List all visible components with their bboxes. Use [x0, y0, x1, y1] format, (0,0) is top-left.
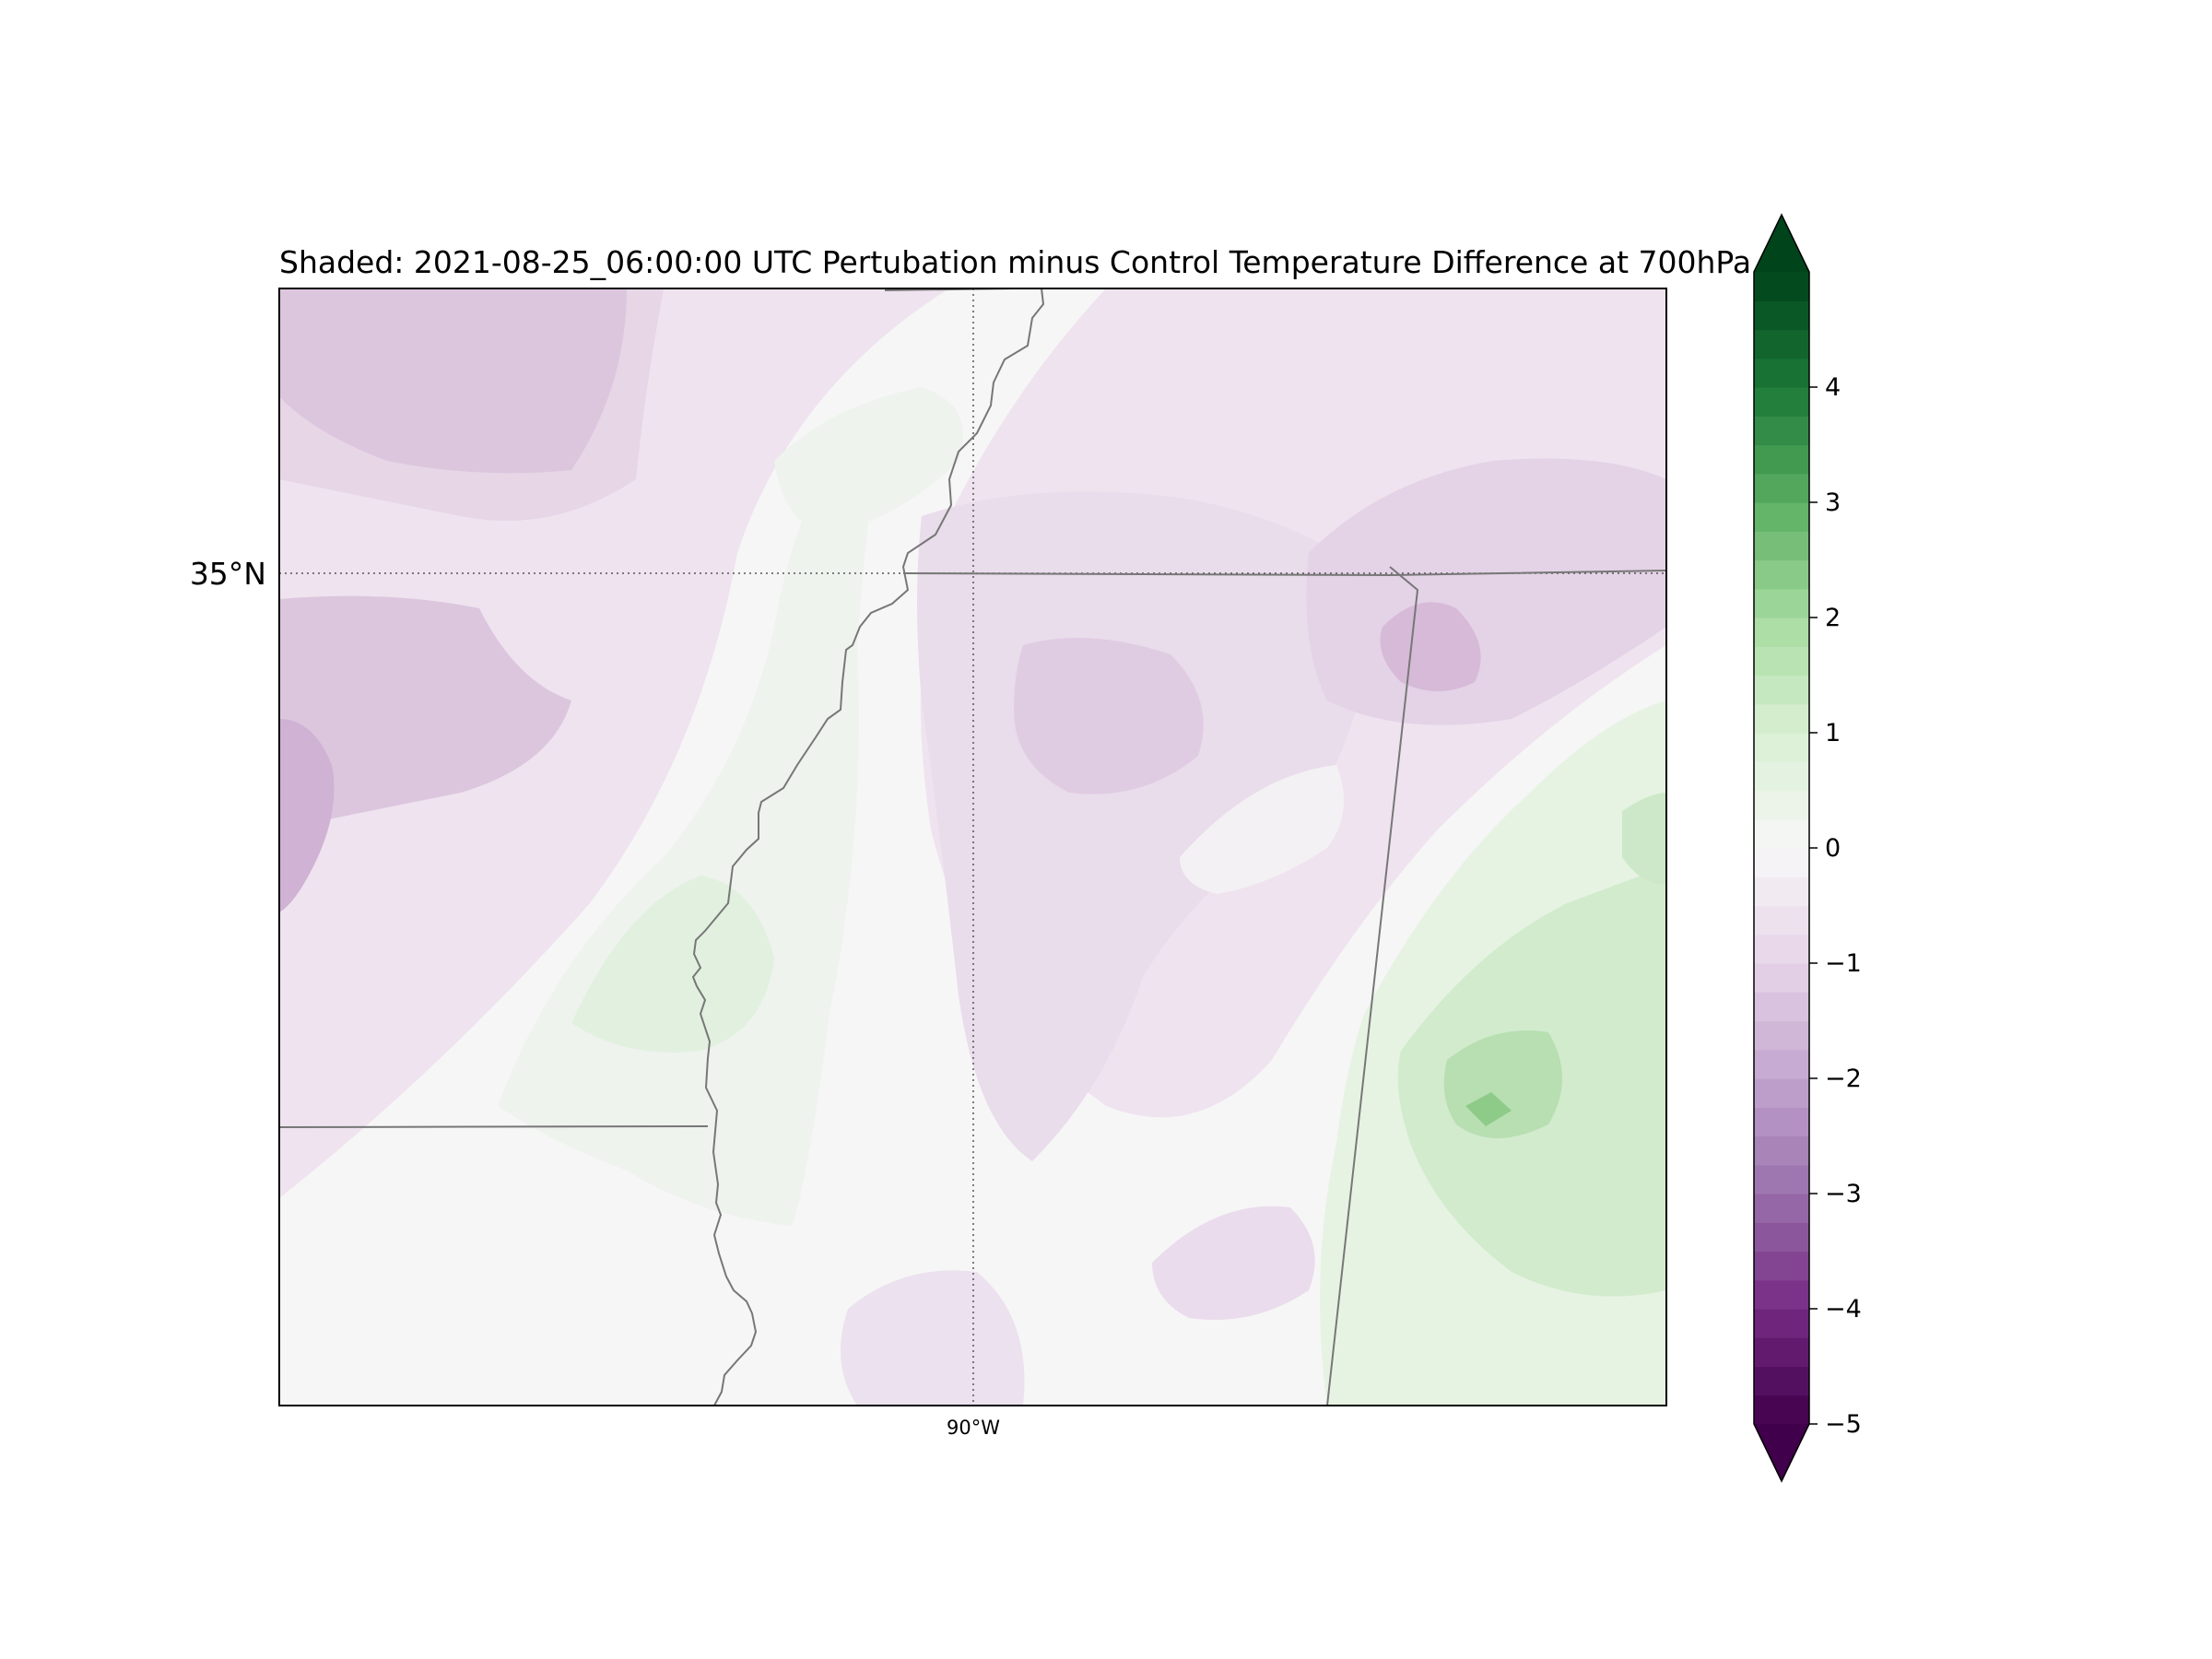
- map-panel: [279, 288, 1666, 1406]
- state-border-west: [279, 1125, 709, 1128]
- colorbar-segment: [1754, 444, 1809, 475]
- northeast-cool-core: [1380, 602, 1481, 691]
- colorbar-segment: [1754, 1078, 1809, 1108]
- colorbar-tick-label: 3: [1825, 488, 1841, 517]
- colorbar-segment: [1754, 646, 1809, 677]
- colorbar: −5 −4 −3 −2 −1 0 1 2 3 4: [1753, 213, 1862, 1483]
- colorbar-segment: [1754, 733, 1809, 762]
- colorbar-segment: [1754, 703, 1809, 734]
- colorbar-tick-label: −1: [1825, 949, 1862, 978]
- south-cool-patch: [841, 1270, 1025, 1406]
- central-cool-core: [1014, 638, 1204, 794]
- colorbar-segment: [1754, 1337, 1809, 1368]
- colorbar-segment: [1754, 502, 1809, 532]
- colorbar-segment: [1754, 1135, 1809, 1166]
- colorbar-tick-label: 2: [1825, 604, 1841, 632]
- colorbar-segment: [1754, 272, 1809, 301]
- colorbar-segment: [1754, 559, 1809, 590]
- colorbar-tick-label: 4: [1825, 373, 1841, 402]
- colorbar-segment: [1754, 1251, 1809, 1281]
- colorbar-segment: [1754, 877, 1809, 907]
- southeast-warm-peak: [1465, 1092, 1512, 1126]
- colorbar-segment: [1754, 618, 1809, 647]
- lon-label: 90°W: [947, 1417, 1000, 1439]
- state-border-north: [902, 570, 1666, 577]
- colorbar-segment: [1754, 1222, 1809, 1253]
- colorbar-segment: [1754, 588, 1809, 618]
- colorbar-tick-label: 1: [1825, 719, 1841, 747]
- west-edge-cool-core: [279, 719, 335, 912]
- east-edge-warm: [1622, 793, 1666, 885]
- colorbar-segment: [1754, 848, 1809, 877]
- colorbar-segment: [1754, 387, 1809, 417]
- colorbar-segment: [1754, 1049, 1809, 1079]
- west-cool-region: [279, 595, 571, 830]
- colorbar-tick-label: −2: [1825, 1065, 1862, 1093]
- colorbar-segment: [1754, 1279, 1809, 1310]
- northwest-cool-core: [279, 288, 627, 474]
- colorbar-segment: [1754, 1194, 1809, 1223]
- colorbar-segment: [1754, 934, 1809, 964]
- colorbar-tick-label: −4: [1825, 1295, 1862, 1324]
- colorbar-segment: [1754, 473, 1809, 503]
- colorbar-segment: [1754, 1020, 1809, 1051]
- colorbar-segment: [1754, 818, 1809, 849]
- colorbar-segment: [1754, 1309, 1809, 1338]
- colorbar-tick-label: −5: [1825, 1410, 1862, 1439]
- colorbar-segment: [1754, 761, 1809, 792]
- lat-label: 35°N: [190, 556, 266, 592]
- colorbar-segment: [1754, 675, 1809, 705]
- colorbar-extend-low: [1754, 1424, 1809, 1481]
- colorbar-segment: [1754, 358, 1809, 388]
- colorbar-segment: [1754, 963, 1809, 993]
- colorbar-tick-label: −3: [1825, 1180, 1862, 1208]
- mississippi-river-border: [691, 288, 1045, 1406]
- map-frame: [278, 288, 1667, 1406]
- colorbar-segment: [1754, 1164, 1809, 1194]
- west-warm-core: [571, 876, 774, 1053]
- south-cool-region: [1152, 1206, 1315, 1320]
- north-warm-patch: [774, 387, 963, 535]
- colorbar-segment: [1754, 531, 1809, 561]
- colorbar-segment: [1754, 1107, 1809, 1137]
- colorbar-segment: [1754, 992, 1809, 1022]
- colorbar-segment: [1754, 790, 1809, 820]
- colorbar-segment: [1754, 300, 1809, 331]
- colorbar-tick-label: 0: [1825, 834, 1841, 863]
- colorbar-segment: [1754, 1394, 1809, 1425]
- colorbar-segment: [1754, 1366, 1809, 1396]
- map-title: Shaded: 2021-08-25_06:00:00 UTC Pertubat…: [279, 244, 1751, 280]
- colorbar-extend-high: [1754, 215, 1809, 272]
- colorbar-segment: [1754, 905, 1809, 935]
- central-neutral-pocket: [1180, 765, 1344, 894]
- state-border-east: [1326, 566, 1419, 1406]
- colorbar-segment: [1754, 416, 1809, 446]
- colorbar-segment: [1754, 329, 1809, 359]
